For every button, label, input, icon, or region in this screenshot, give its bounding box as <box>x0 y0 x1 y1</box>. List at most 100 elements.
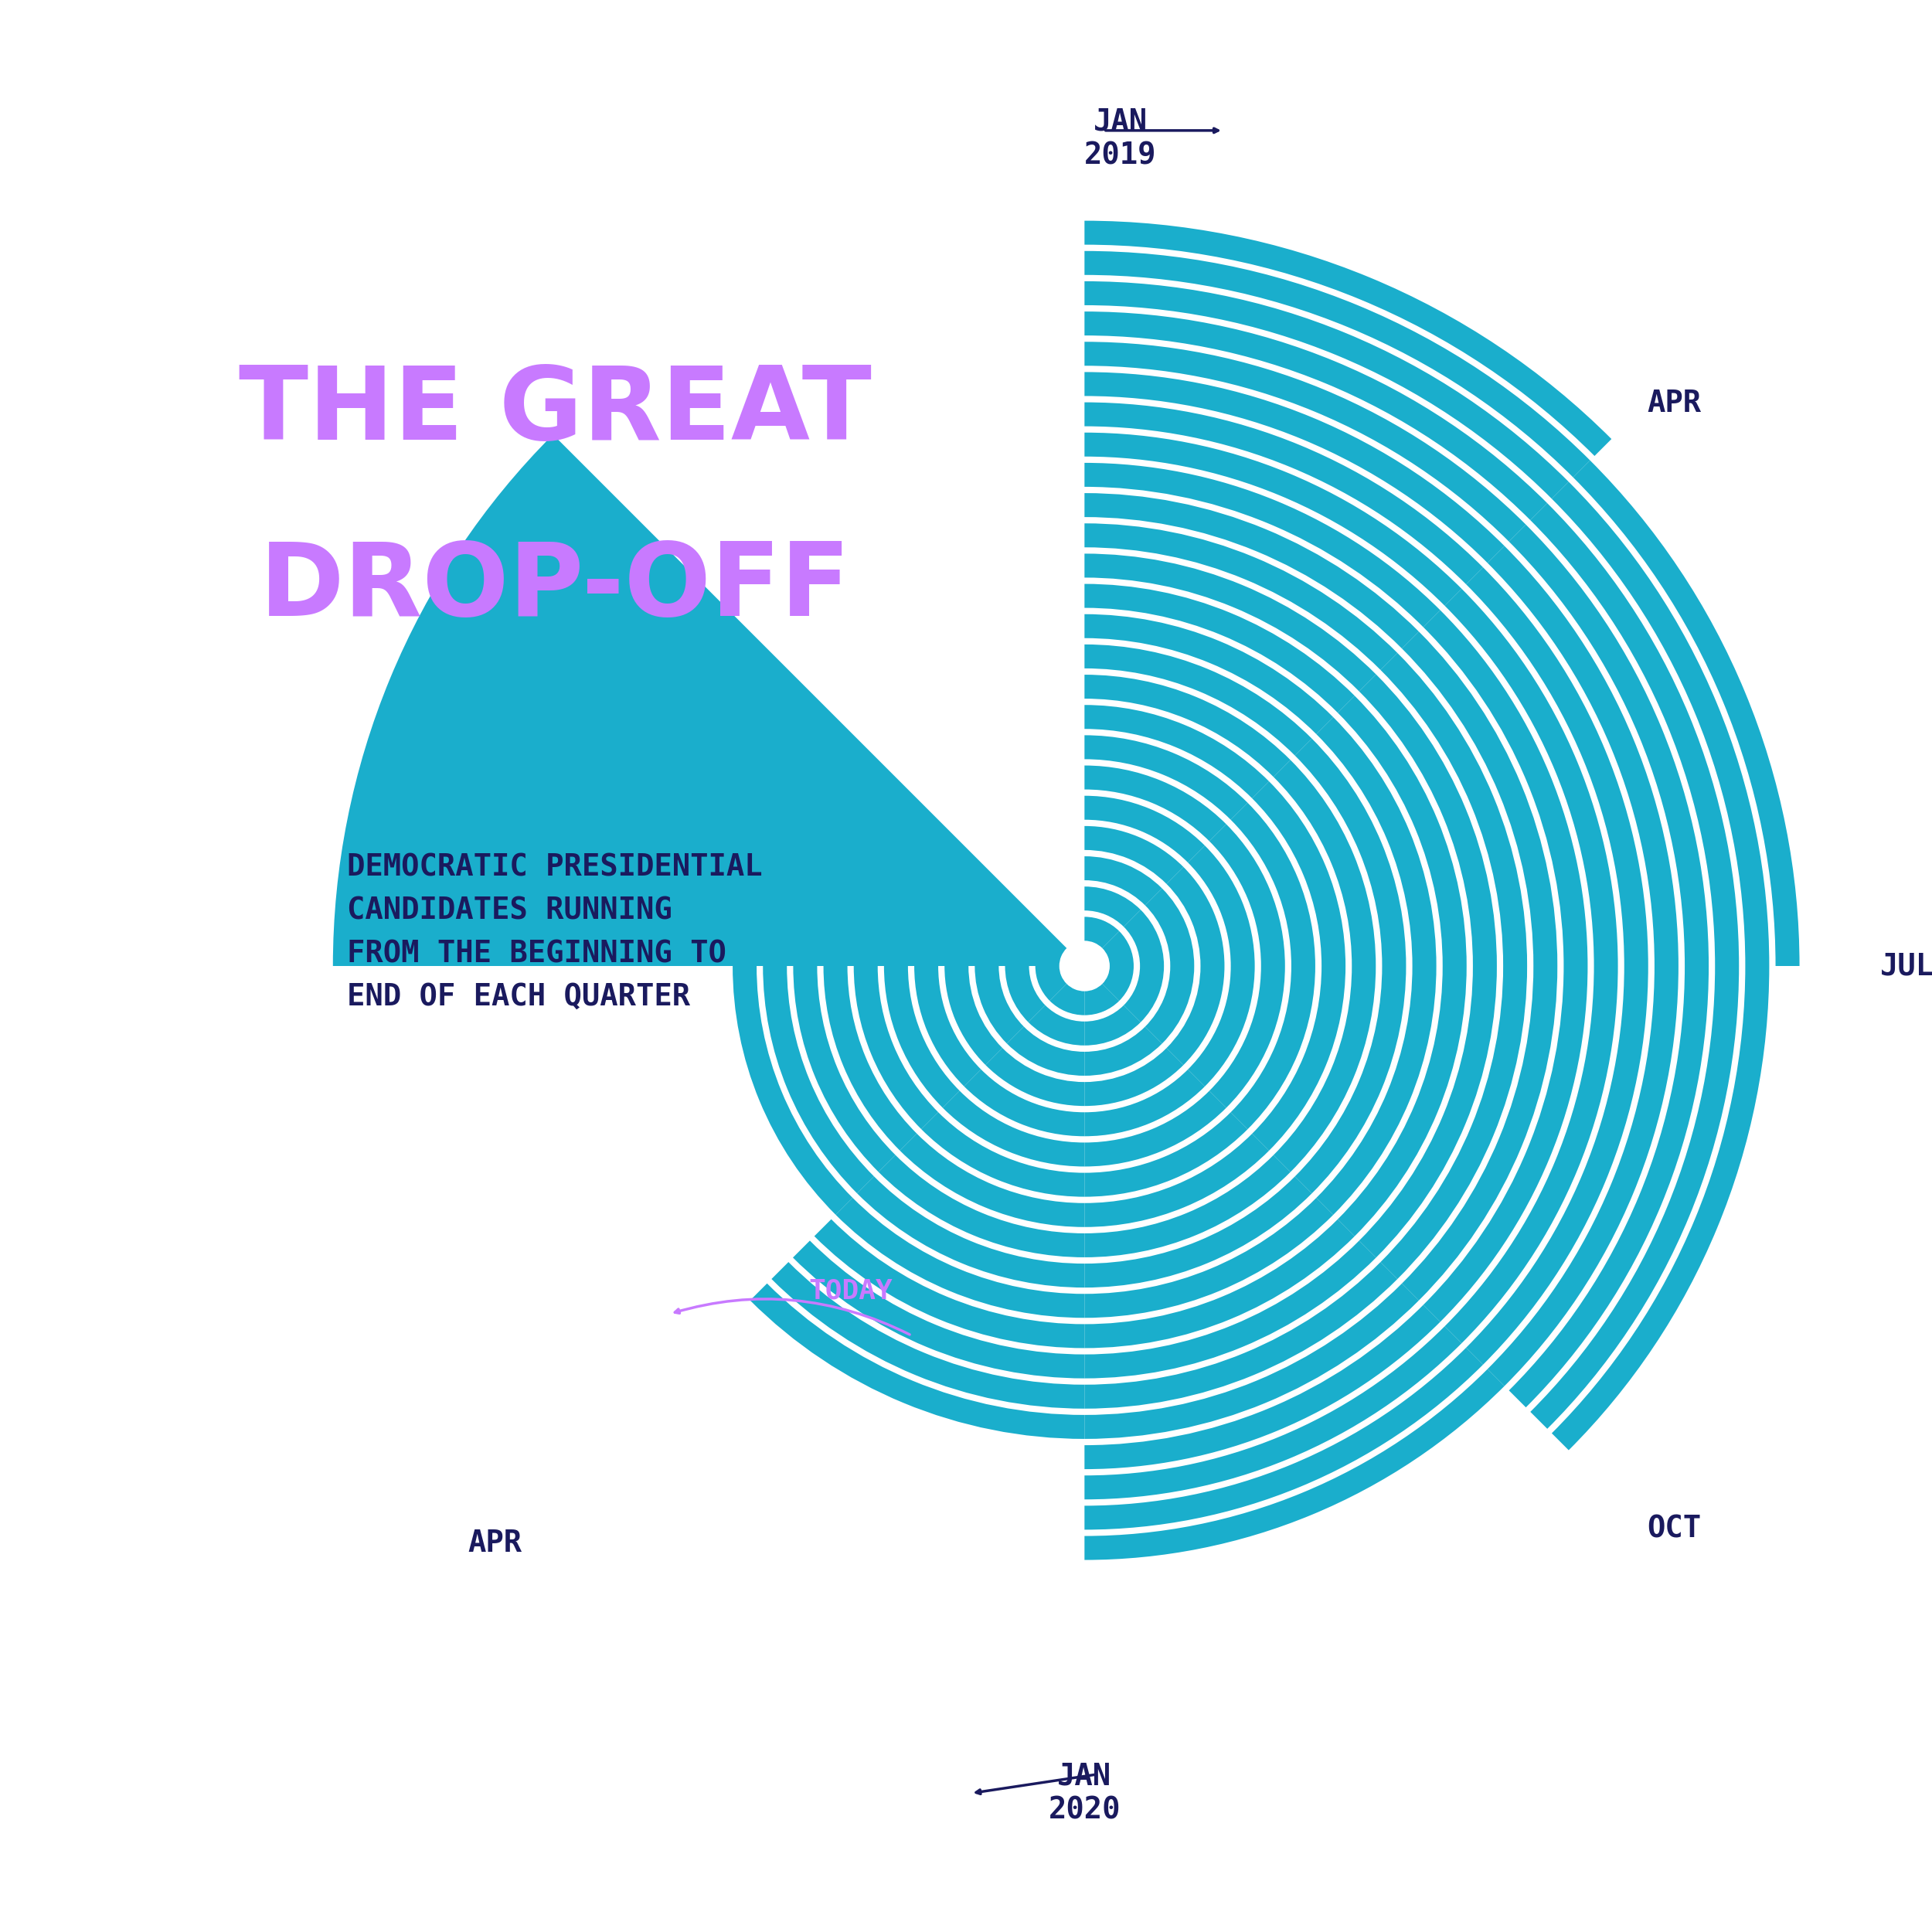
Wedge shape <box>1084 373 1505 562</box>
Wedge shape <box>1231 804 1316 966</box>
Wedge shape <box>1381 653 1526 966</box>
Wedge shape <box>1084 1134 1269 1227</box>
Wedge shape <box>1084 1219 1354 1349</box>
Wedge shape <box>1007 1026 1084 1076</box>
Wedge shape <box>943 1092 1084 1167</box>
Wedge shape <box>1209 825 1285 966</box>
Wedge shape <box>1273 966 1376 1173</box>
Wedge shape <box>1509 966 1708 1406</box>
Wedge shape <box>1403 632 1557 966</box>
Wedge shape <box>1084 887 1140 927</box>
Wedge shape <box>1084 251 1590 477</box>
Text: THE GREAT: THE GREAT <box>238 361 871 460</box>
Wedge shape <box>1005 966 1045 1022</box>
Wedge shape <box>823 966 918 1151</box>
Wedge shape <box>1084 736 1248 819</box>
Wedge shape <box>1424 966 1588 1321</box>
Wedge shape <box>1084 1198 1333 1318</box>
Wedge shape <box>1358 966 1497 1258</box>
Wedge shape <box>1084 433 1463 607</box>
Wedge shape <box>1049 983 1084 1014</box>
Text: APR: APR <box>1648 388 1702 417</box>
Wedge shape <box>1084 1304 1439 1468</box>
Text: JAN
2020: JAN 2020 <box>1049 1762 1121 1826</box>
Wedge shape <box>1209 966 1285 1107</box>
Wedge shape <box>1084 674 1291 777</box>
Wedge shape <box>1084 1177 1312 1287</box>
Wedge shape <box>885 966 960 1107</box>
Wedge shape <box>1103 966 1134 1001</box>
Wedge shape <box>732 966 852 1215</box>
Wedge shape <box>1084 1070 1206 1136</box>
Wedge shape <box>1530 502 1739 966</box>
Wedge shape <box>1573 460 1799 966</box>
Wedge shape <box>1084 1092 1227 1167</box>
Wedge shape <box>837 1198 1084 1318</box>
Wedge shape <box>1466 568 1648 966</box>
Wedge shape <box>1084 765 1227 840</box>
Wedge shape <box>1381 966 1526 1279</box>
Wedge shape <box>1167 867 1225 966</box>
Wedge shape <box>1084 856 1161 906</box>
Text: JAN
2019: JAN 2019 <box>1084 106 1157 170</box>
Wedge shape <box>1084 554 1376 692</box>
Wedge shape <box>1252 966 1345 1151</box>
Wedge shape <box>771 1262 1084 1408</box>
Wedge shape <box>1316 717 1435 966</box>
Wedge shape <box>1551 966 1770 1451</box>
Wedge shape <box>1084 464 1439 628</box>
Wedge shape <box>750 1283 1084 1439</box>
Wedge shape <box>1028 1005 1084 1045</box>
Wedge shape <box>1188 966 1254 1086</box>
Wedge shape <box>1084 614 1333 734</box>
Wedge shape <box>1466 966 1648 1364</box>
Wedge shape <box>985 1047 1084 1105</box>
Wedge shape <box>1252 781 1345 966</box>
Text: OCT: OCT <box>1648 1515 1702 1544</box>
Wedge shape <box>1084 311 1548 520</box>
Text: DEMOCRATIC PRESIDENTIAL
CANDIDATES RUNNING
FROM THE BEGINNING TO
END OF EACH QUA: DEMOCRATIC PRESIDENTIAL CANDIDATES RUNNI… <box>348 852 763 1012</box>
Wedge shape <box>1084 583 1354 713</box>
Wedge shape <box>1084 1349 1484 1530</box>
Wedge shape <box>1084 645 1312 755</box>
Wedge shape <box>976 966 1024 1043</box>
Wedge shape <box>1084 983 1119 1014</box>
Text: TODAY: TODAY <box>810 1277 893 1304</box>
Wedge shape <box>1084 918 1119 949</box>
Wedge shape <box>1424 611 1588 966</box>
Wedge shape <box>879 1155 1084 1258</box>
Wedge shape <box>1084 220 1611 456</box>
Wedge shape <box>1167 966 1225 1065</box>
Wedge shape <box>1445 966 1617 1343</box>
Wedge shape <box>1146 889 1194 966</box>
Wedge shape <box>1124 966 1163 1022</box>
Wedge shape <box>1084 1026 1161 1076</box>
Wedge shape <box>1084 705 1269 798</box>
Wedge shape <box>1084 827 1184 885</box>
Wedge shape <box>1084 1113 1248 1196</box>
Wedge shape <box>854 966 939 1128</box>
Wedge shape <box>922 1113 1084 1196</box>
Wedge shape <box>1084 402 1484 583</box>
Wedge shape <box>1231 966 1316 1128</box>
Wedge shape <box>858 1177 1084 1287</box>
Wedge shape <box>1084 1155 1291 1258</box>
Wedge shape <box>1084 1240 1376 1378</box>
Wedge shape <box>792 1240 1084 1378</box>
Wedge shape <box>1084 1005 1140 1045</box>
Wedge shape <box>1084 1047 1184 1105</box>
Wedge shape <box>1103 931 1134 966</box>
Wedge shape <box>1084 282 1569 498</box>
Wedge shape <box>1084 1283 1418 1439</box>
Wedge shape <box>813 1219 1084 1349</box>
Text: DROP-OFF: DROP-OFF <box>259 539 850 638</box>
Wedge shape <box>1294 738 1406 966</box>
Wedge shape <box>1530 966 1739 1430</box>
Wedge shape <box>1337 966 1466 1236</box>
Wedge shape <box>763 966 873 1194</box>
Wedge shape <box>1488 966 1679 1385</box>
Wedge shape <box>1084 796 1206 862</box>
Wedge shape <box>1036 966 1066 1001</box>
Wedge shape <box>945 966 1003 1065</box>
Wedge shape <box>1358 674 1497 966</box>
